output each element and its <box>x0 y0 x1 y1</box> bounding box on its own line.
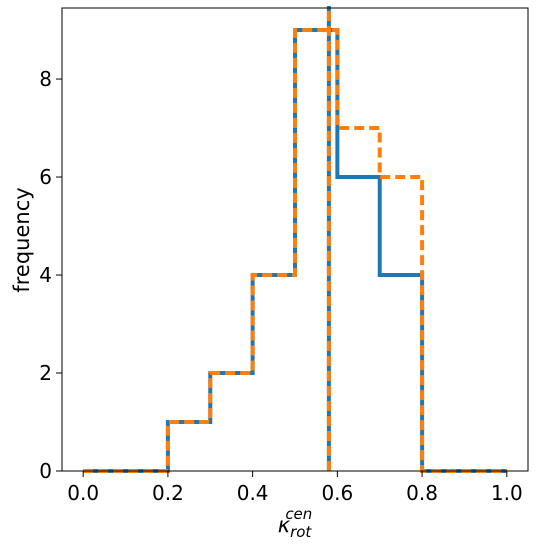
x-axis-label-superscript: cen <box>285 505 312 523</box>
x-axis-label-subscript: rot <box>290 523 312 541</box>
y-tick-label: 8 <box>39 67 52 91</box>
x-tick-label: 0.0 <box>67 481 99 505</box>
x-axis: 0.0 0.2 0.4 0.6 0.8 1.0 <box>67 471 523 505</box>
plot-layer <box>83 6 507 473</box>
x-tick-label: 0.8 <box>406 481 438 505</box>
y-tick-label: 0 <box>39 459 52 483</box>
y-tick-label: 2 <box>39 361 52 385</box>
histogram-step-series-2 <box>83 28 507 473</box>
y-tick-label: 4 <box>39 263 52 287</box>
x-tick-label: 0.2 <box>152 481 184 505</box>
y-tick-label: 6 <box>39 165 52 189</box>
x-tick-label: 0.6 <box>321 481 353 505</box>
x-tick-label: 0.4 <box>237 481 269 505</box>
x-axis-label-symbol: κ <box>278 513 291 537</box>
y-axis-label: frequency <box>10 187 34 292</box>
x-tick-label: 1.0 <box>491 481 523 505</box>
x-axis-label: κrotcen <box>278 505 313 541</box>
y-axis: 0 2 4 6 8 <box>39 67 62 483</box>
plot-frame <box>61 7 529 472</box>
